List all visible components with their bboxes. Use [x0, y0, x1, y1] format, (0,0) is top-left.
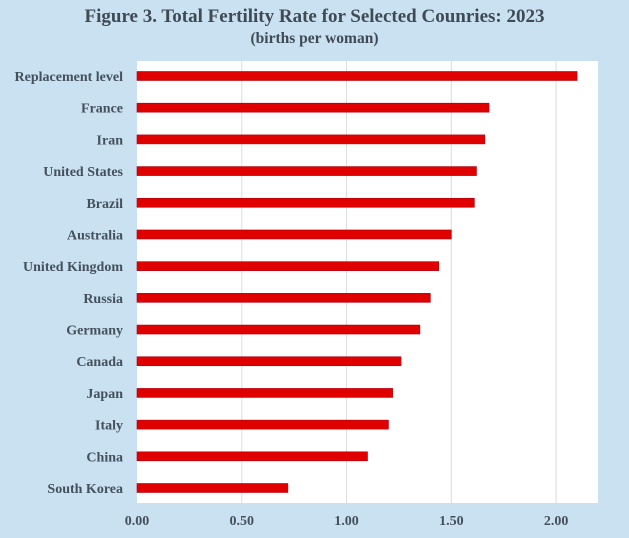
category-label: China	[86, 450, 123, 465]
bar	[136, 293, 431, 303]
chart-title: Figure 3. Total Fertility Rate for Selec…	[84, 6, 545, 27]
x-tick-label: 1.00	[334, 514, 359, 529]
category-label: Canada	[76, 355, 123, 370]
category-label: France	[81, 102, 123, 117]
category-label: Japan	[86, 387, 123, 402]
bar	[136, 356, 402, 367]
category-label: Australia	[67, 228, 123, 243]
category-label: United Kingdom	[23, 260, 123, 275]
category-label: Russia	[83, 292, 123, 307]
x-tick-label: 2.00	[544, 514, 569, 529]
bar	[136, 166, 477, 176]
category-label: South Korea	[47, 482, 123, 497]
x-tick-label: 0.00	[125, 514, 150, 529]
bar	[136, 197, 475, 208]
bar	[136, 229, 452, 240]
x-tick-label: 0.50	[230, 514, 255, 529]
bar	[136, 451, 368, 462]
chart-subtitle: (births per woman)	[250, 30, 379, 47]
category-label: Italy	[95, 419, 123, 434]
bar	[136, 388, 393, 398]
category-label: Brazil	[86, 197, 123, 212]
bar	[136, 261, 440, 271]
bar	[136, 419, 389, 430]
category-label: Replacement level	[15, 70, 124, 85]
bar	[136, 324, 421, 335]
bar	[136, 71, 578, 81]
category-label: United States	[43, 165, 123, 180]
bar	[136, 102, 490, 113]
bar	[136, 134, 486, 145]
category-label: Iran	[97, 133, 124, 148]
plot-area	[137, 61, 598, 503]
category-label: Germany	[66, 324, 123, 339]
x-tick-label: 1.50	[439, 514, 464, 529]
bar	[136, 483, 289, 493]
